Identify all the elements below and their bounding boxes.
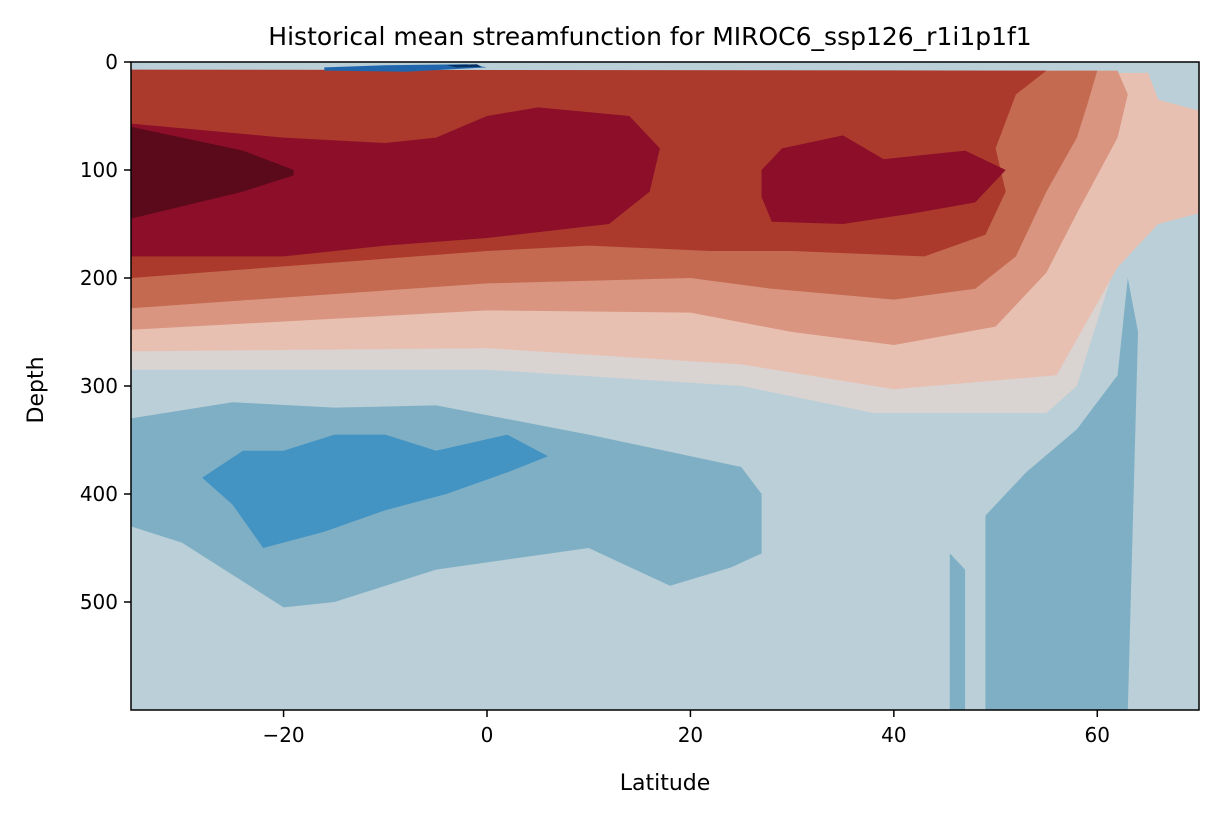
- x-tick-label: 0: [481, 723, 494, 747]
- y-tick-label: 500: [80, 590, 118, 614]
- y-tick-label: 100: [80, 158, 118, 182]
- contour-region-red_darkest-8: [131, 126, 294, 219]
- contour-region-navy-14: [446, 64, 482, 68]
- contour-region-blue_mid-10: [202, 434, 548, 548]
- y-tick-label: 300: [80, 374, 118, 398]
- y-tick-label: 0: [105, 50, 118, 74]
- x-axis-label: Latitude: [620, 771, 711, 796]
- contour-region-red_dark-7: [761, 135, 1006, 224]
- plot-area: [131, 62, 1199, 710]
- y-tick-label: 400: [80, 482, 118, 506]
- x-tick-label: −20: [262, 723, 304, 747]
- y-axis-label: Depth: [24, 356, 49, 423]
- contour-region-red_dark-6: [131, 107, 660, 257]
- contour-region-blue_light-11: [985, 278, 1138, 710]
- axes: −20 0 20 40 60 0 100 200 300 400 500: [80, 50, 1110, 747]
- contour-region-blue_light-12: [949, 553, 966, 710]
- contour-region-blue_deep-13: [324, 64, 487, 72]
- x-tick-label: 20: [678, 723, 703, 747]
- x-tick-label: 40: [881, 723, 906, 747]
- plot-frame: [130, 61, 1200, 711]
- chart-title: Historical mean streamfunction for MIROC…: [268, 22, 1031, 51]
- x-tick-label: 60: [1085, 723, 1110, 747]
- y-tick-label: 200: [80, 266, 118, 290]
